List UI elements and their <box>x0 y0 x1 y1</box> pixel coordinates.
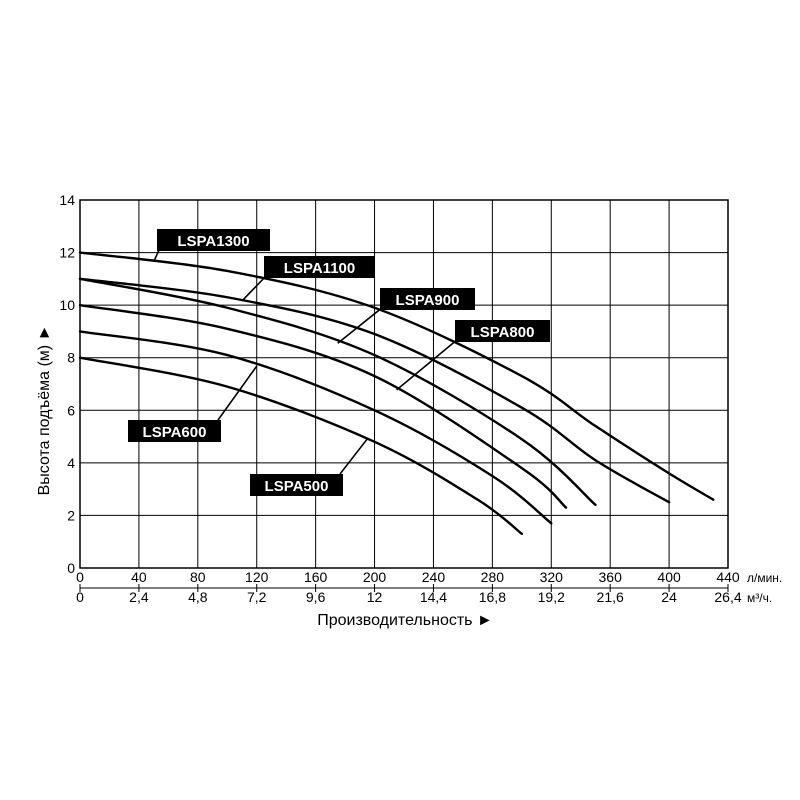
x2-tick-label: 26,4 <box>714 589 741 605</box>
x2-tick-label: 21,6 <box>597 589 624 605</box>
leader-line-lspa800 <box>396 338 459 391</box>
series-label-box-lspa1300 <box>157 229 270 251</box>
x2-tick-label: 16,8 <box>479 589 506 605</box>
leader-line-lspa1100 <box>241 274 268 302</box>
series-line-lspa500 <box>78 356 524 536</box>
chart-grid <box>79 199 729 592</box>
series-label-box-lspa1100 <box>264 256 375 278</box>
x-tick-label: 120 <box>245 569 269 585</box>
y-tick-label: 12 <box>59 245 75 261</box>
x2-tick-label: 9,6 <box>306 589 326 605</box>
x-unit-label: л/мин. <box>747 571 782 585</box>
x-tick-label: 400 <box>657 569 681 585</box>
series-line-lspa800 <box>78 303 568 509</box>
y-tick-label: 10 <box>59 297 75 313</box>
series-line-lspa600 <box>78 330 553 525</box>
series-label-box-lspa800 <box>455 320 550 342</box>
leader-line-lspa500 <box>339 438 368 475</box>
series-label-box-lspa500 <box>250 474 343 496</box>
series-line-lspa900 <box>78 277 597 507</box>
chart-curves <box>78 251 715 536</box>
plot-frame <box>79 199 729 569</box>
series-label-lspa1300: LSPA1300 <box>177 233 249 250</box>
label-leaders <box>152 247 459 475</box>
series-label-lspa900: LSPA900 <box>396 292 460 309</box>
x2-tick-label: 7,2 <box>247 589 267 605</box>
x2-tick-label: 19,2 <box>538 589 565 605</box>
x2-tick-label: 2,4 <box>129 589 149 605</box>
x-tick-label: 440 <box>716 569 740 585</box>
y-tick-label: 0 <box>67 560 75 576</box>
series-label-lspa1100: LSPA1100 <box>284 260 355 277</box>
x-tick-label: 0 <box>76 569 84 585</box>
series-label-box-lspa600 <box>128 420 221 442</box>
series-label-lspa500: LSPA500 <box>265 478 329 495</box>
x-axis-title: Производительность ► <box>317 612 493 629</box>
y-axis-title: Высота подъёма (м) ► <box>36 325 53 496</box>
series-labels: LSPA1300 LSPA1100 LSPA900 LSPA800 LSPA600 LSP… <box>128 229 550 496</box>
x-tick-label: 280 <box>481 569 505 585</box>
y-tick-label: 6 <box>67 402 75 418</box>
series-line-lspa1100 <box>78 277 671 504</box>
series-label-lspa600: LSPA600 <box>143 424 207 441</box>
x-tick-label: 160 <box>304 569 328 585</box>
x-tick-label: 40 <box>131 569 147 585</box>
x2-tick-label: 4,8 <box>188 589 208 605</box>
y-tick-label: 2 <box>67 507 75 523</box>
x2-tick-label: 14,4 <box>420 589 447 605</box>
y-tick-label: 4 <box>67 455 75 471</box>
x-tick-label: 240 <box>422 569 446 585</box>
y-tick-label: 8 <box>67 350 75 366</box>
x-tick-label: 200 <box>363 569 387 585</box>
x-tick-label: 320 <box>540 569 564 585</box>
series-label-lspa800: LSPA800 <box>471 324 535 341</box>
x-tick-label: 80 <box>190 569 206 585</box>
x-tick-label: 360 <box>599 569 623 585</box>
leader-line-lspa600 <box>217 365 258 421</box>
x2-unit-label: м³/ч. <box>747 591 772 605</box>
y-tick-label: 14 <box>59 192 75 208</box>
series-label-box-lspa900 <box>380 288 475 310</box>
leader-line-lspa900 <box>337 306 384 344</box>
x2-tick-label: 12 <box>367 589 383 605</box>
series-line-lspa1300 <box>78 251 715 501</box>
x2-tick-label: 0 <box>76 589 84 605</box>
x2-tick-label: 24 <box>661 589 677 605</box>
